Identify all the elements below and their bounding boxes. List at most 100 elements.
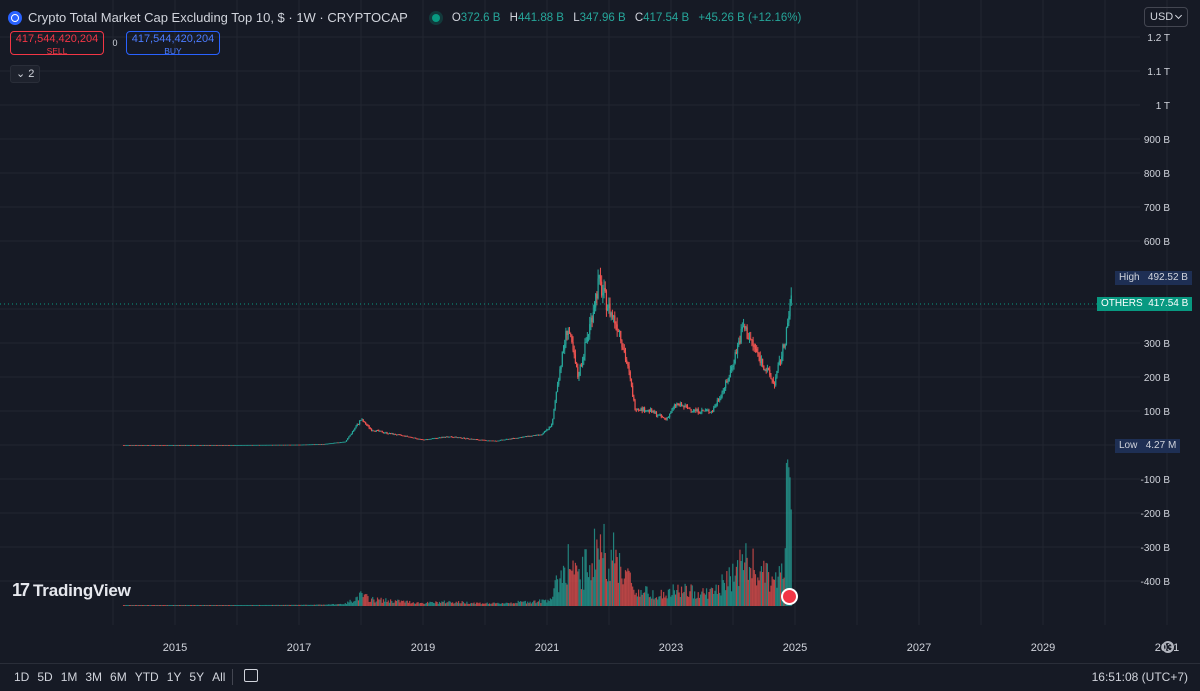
range-button-1y[interactable]: 1Y [166, 670, 182, 684]
volume-bar [521, 601, 523, 606]
volume-bar [351, 602, 354, 606]
indicators-toggle-button[interactable]: ⌄ 2 [10, 65, 41, 83]
candle-body [556, 384, 559, 392]
candle-body [189, 444, 191, 446]
currency-select[interactable]: USD [1144, 7, 1188, 27]
volume-bar [620, 566, 622, 606]
market-status-icon[interactable] [431, 13, 440, 22]
volume-bar [639, 596, 641, 606]
range-button-1d[interactable]: 1D [14, 670, 30, 684]
volume-bars [122, 459, 792, 606]
candle-body [150, 444, 152, 446]
candle-body [502, 439, 504, 441]
volume-bar [218, 604, 220, 606]
candle-body [167, 444, 169, 446]
candle-body [542, 432, 544, 435]
candle-body [310, 444, 312, 446]
tradingview-logo[interactable]: 17 TradingView [12, 580, 131, 600]
volume-bar [488, 603, 491, 606]
range-button-5d[interactable]: 5D [37, 670, 53, 684]
candle-body [199, 444, 201, 446]
candle-body [143, 444, 145, 446]
volume-bar [502, 603, 504, 606]
candle-body [412, 437, 414, 439]
volume-bar [512, 603, 515, 606]
range-button-5y[interactable]: 5Y [189, 670, 205, 684]
candle-body [281, 444, 283, 446]
volume-bar [277, 604, 280, 606]
candle-body [304, 444, 306, 446]
candle-body [696, 409, 698, 411]
volume-bar [322, 604, 324, 606]
volume-bar [240, 604, 243, 606]
volume-bar [153, 604, 156, 606]
volume-bar [390, 599, 392, 606]
candle-body [205, 444, 207, 446]
candle-body [781, 356, 783, 363]
candle-body [407, 436, 410, 438]
volume-bar [202, 604, 205, 606]
volume-bar [457, 601, 460, 606]
candle-body [531, 435, 534, 437]
calendar-icon[interactable] [244, 669, 258, 682]
volume-bar [630, 582, 633, 606]
chart-header: Crypto Total Market Cap Excluding Top 10… [8, 10, 801, 25]
candle-body [537, 434, 540, 436]
candle-body [635, 409, 637, 411]
range-button-3m[interactable]: 3M [85, 670, 103, 684]
candle-body [664, 417, 666, 419]
sell-button[interactable]: 417,544,420,204 SELL [10, 31, 104, 56]
candle-body [323, 443, 325, 445]
candle-body [363, 421, 365, 423]
volume-bar [254, 604, 256, 606]
volume-bar [307, 604, 309, 606]
volume-bar [164, 604, 166, 606]
candle-body [573, 350, 575, 355]
range-button-all[interactable]: All [212, 670, 226, 684]
volume-bar [509, 603, 511, 606]
candle-body [586, 336, 588, 343]
candle-body [237, 444, 239, 446]
candle-body [142, 444, 144, 446]
volume-bar [280, 604, 282, 606]
symbol-title[interactable]: Crypto Total Market Cap Excluding Top 10… [28, 10, 408, 25]
buy-button[interactable]: 417,544,420,204 BUY [126, 31, 220, 56]
candle-body [175, 444, 177, 446]
candle-body [466, 438, 468, 439]
candle-body [708, 410, 710, 413]
volume-bar [232, 604, 234, 606]
volume-bar [379, 599, 381, 606]
volume-bar [745, 543, 747, 606]
candle-body [338, 442, 340, 444]
candle-body [158, 444, 160, 446]
volume-bar [256, 604, 258, 606]
volume-bar [763, 560, 765, 606]
volume-bar [527, 601, 529, 606]
candle-body [311, 444, 313, 446]
volume-bar [677, 584, 679, 606]
volume-bar [627, 568, 629, 606]
candle-body [614, 315, 616, 324]
volume-bar [660, 589, 662, 606]
volume-bar [133, 604, 135, 606]
volume-bar [475, 602, 478, 606]
candle-body [200, 444, 202, 446]
candle-body [410, 436, 412, 438]
us-flag-event-icon[interactable] [781, 588, 798, 605]
volume-bar [591, 563, 593, 606]
candle-body [360, 419, 362, 421]
clock[interactable]: 16:51:08 (UTC+7) [1091, 670, 1188, 684]
range-button-ytd[interactable]: YTD [134, 670, 159, 684]
candle-body [789, 303, 791, 317]
gear-icon[interactable] [1162, 641, 1174, 653]
candle-body [159, 444, 162, 446]
range-button-6m[interactable]: 6M [110, 670, 127, 684]
chart-canvas[interactable]: 1.2 T 1.1 T 1 T 900 B 800 B 700 B 600 B 300 B 20… [0, 0, 1200, 663]
range-button-1m[interactable]: 1M [60, 670, 78, 684]
volume-bar [428, 603, 430, 606]
candle-body [719, 398, 721, 401]
volume-bar [580, 589, 582, 606]
candle-body [669, 413, 671, 418]
volume-bar [721, 574, 723, 606]
volume-bar [431, 602, 433, 606]
